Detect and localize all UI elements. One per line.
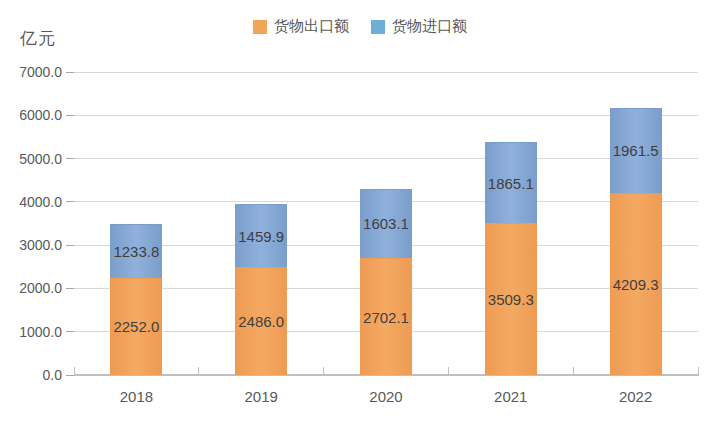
x-axis-category-label: 2019 [199, 388, 324, 405]
legend-item-imports[interactable]: 货物进口额 [371, 17, 467, 36]
y-axis-tick [66, 288, 74, 289]
bar-segment-imports[interactable]: 1459.9 [235, 204, 287, 267]
gridline [74, 158, 698, 159]
legend-label-exports: 货物出口额 [274, 17, 349, 36]
bar-value-label: 1865.1 [488, 175, 534, 192]
bar-value-label: 3509.3 [488, 291, 534, 308]
bar-value-label: 2252.0 [113, 318, 159, 335]
x-axis-tick [198, 367, 199, 376]
y-axis-tick [66, 72, 74, 73]
y-axis-tick [66, 115, 74, 116]
y-axis-tick-label: 4000.0 [0, 194, 62, 210]
bar-segment-imports[interactable]: 1865.1 [485, 142, 537, 223]
bar-segment-exports[interactable]: 3509.3 [485, 223, 537, 375]
bar-segment-exports[interactable]: 2702.1 [360, 258, 412, 375]
legend-swatch-exports-icon [253, 20, 267, 34]
y-axis-tick [66, 158, 74, 159]
y-axis-tick [66, 245, 74, 246]
y-axis-tick-label: 2000.0 [0, 280, 62, 296]
bar-segment-exports[interactable]: 2252.0 [110, 278, 162, 375]
y-axis-tick-label: 0.0 [0, 367, 62, 383]
bar-segment-imports[interactable]: 1233.8 [110, 224, 162, 277]
bar-value-label: 1459.9 [238, 228, 284, 245]
bar-value-label: 2486.0 [238, 313, 284, 330]
legend-item-exports[interactable]: 货物出口额 [253, 17, 349, 36]
x-axis-category-label: 2018 [74, 388, 199, 405]
x-axis-tick [698, 367, 699, 376]
bar-value-label: 2702.1 [363, 309, 409, 326]
y-axis-tick-label: 6000.0 [0, 107, 62, 123]
legend-swatch-imports-icon [371, 20, 385, 34]
bar-segment-exports[interactable]: 2486.0 [235, 267, 287, 375]
y-axis-tick-label: 3000.0 [0, 237, 62, 253]
y-axis-tick [66, 201, 74, 202]
y-axis-tick-label: 7000.0 [0, 64, 62, 80]
bar-value-label: 1233.8 [113, 243, 159, 260]
bar-segment-exports[interactable]: 4209.3 [610, 193, 662, 375]
x-axis-category-label: 2020 [324, 388, 449, 405]
x-axis-category-label: 2021 [448, 388, 573, 405]
legend: 货物出口额 货物进口额 [0, 17, 720, 36]
gridline [74, 72, 698, 73]
bar-segment-imports[interactable]: 1961.5 [610, 108, 662, 193]
x-axis-category-label: 2022 [573, 388, 698, 405]
y-axis-tick-label: 5000.0 [0, 151, 62, 167]
x-axis-tick [74, 367, 75, 376]
plot-area: 2252.0 1233.8 2486.0 1459.9 2702.1 1603.1 3509… [74, 72, 698, 375]
x-axis-tick [448, 367, 449, 376]
gridline [74, 115, 698, 116]
legend-label-imports: 货物进口额 [392, 17, 467, 36]
bar-value-label: 4209.3 [613, 276, 659, 293]
y-axis-tick [66, 331, 74, 332]
y-axis-tick-label: 1000.0 [0, 324, 62, 340]
bar-value-label: 1603.1 [363, 215, 409, 232]
bar-value-label: 1961.5 [613, 142, 659, 159]
x-axis-tick [323, 367, 324, 376]
bar-segment-imports[interactable]: 1603.1 [360, 189, 412, 258]
x-axis-tick [573, 367, 574, 376]
stacked-bar-chart: 亿元 货物出口额 货物进口额 2252.01233.82486.01459.92… [0, 0, 720, 424]
